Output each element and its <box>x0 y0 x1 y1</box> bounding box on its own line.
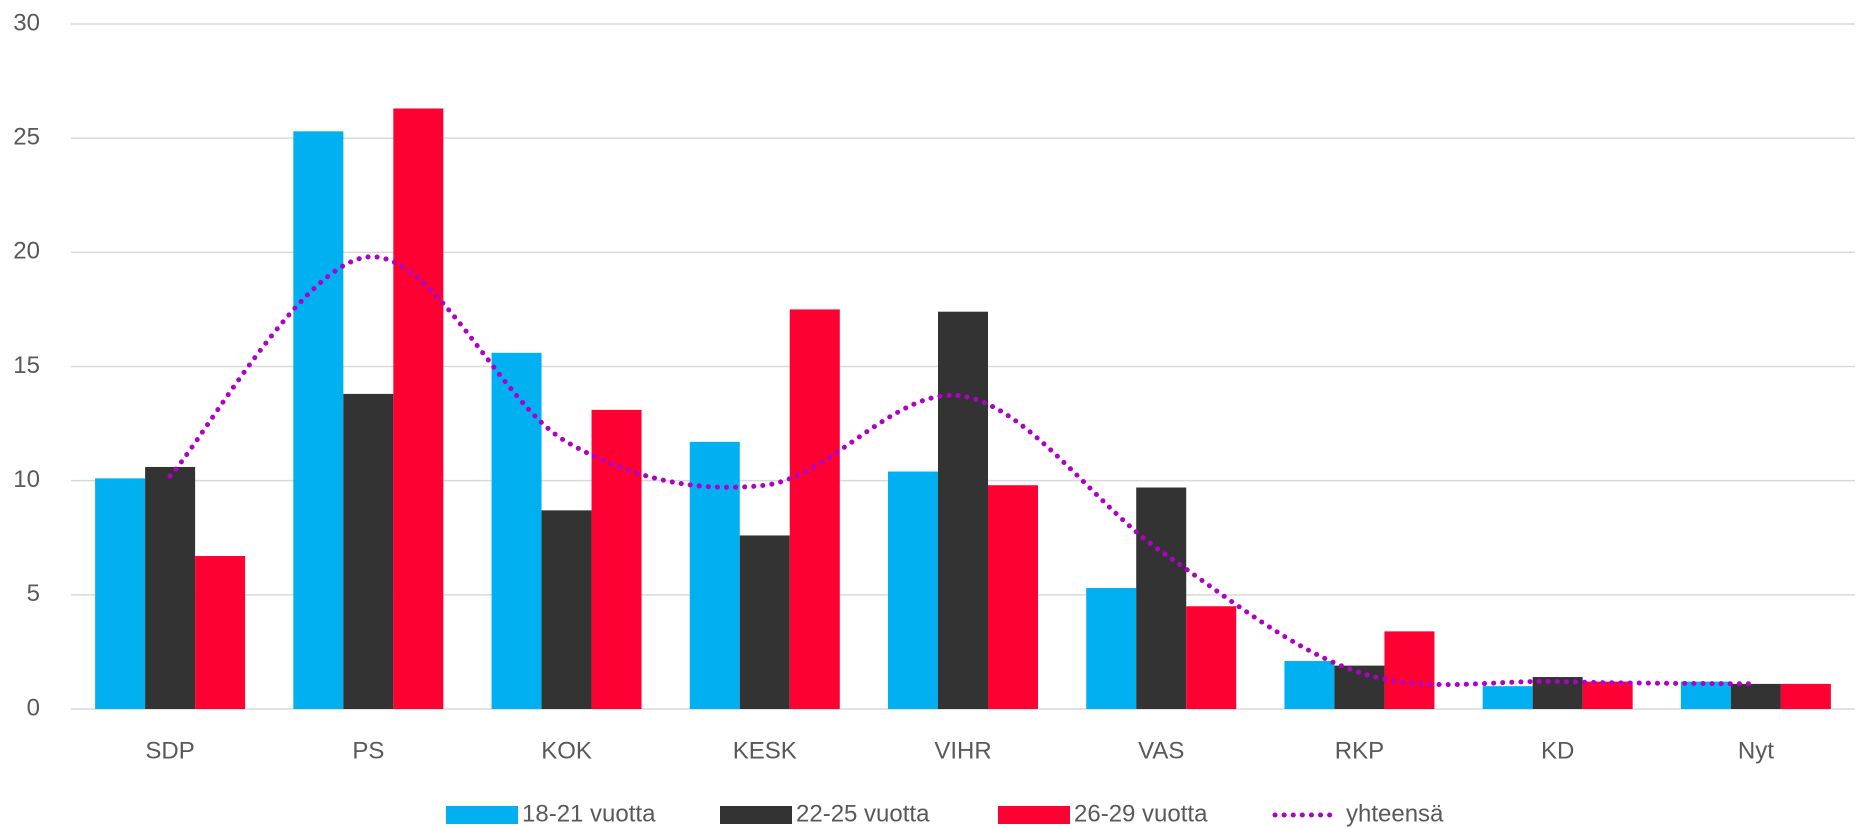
bar <box>888 471 938 709</box>
bar <box>1086 587 1137 709</box>
bar <box>95 478 146 709</box>
y-tick-label: 30 <box>13 9 40 36</box>
y-tick-label: 25 <box>13 124 40 151</box>
legend-label: 18-21 vuotta <box>522 800 656 827</box>
bar <box>343 393 394 709</box>
x-tick-label: VIHR <box>934 737 991 764</box>
bar <box>1482 686 1533 709</box>
bar <box>541 510 592 709</box>
bar <box>145 466 196 709</box>
bar <box>393 108 444 709</box>
bar <box>1284 661 1335 709</box>
x-tick-label: SDP <box>145 737 194 764</box>
bar <box>1186 606 1237 709</box>
bar <box>1136 487 1187 709</box>
legend-swatch <box>998 806 1070 824</box>
y-tick-label: 20 <box>13 238 40 265</box>
bar <box>1680 681 1731 709</box>
bar <box>591 409 642 709</box>
legend-label: 26-29 vuotta <box>1074 800 1208 827</box>
y-tick-label: 15 <box>13 352 40 379</box>
legend-swatch <box>446 806 518 824</box>
bar <box>689 441 740 709</box>
x-tick-label: PS <box>352 737 384 764</box>
bar <box>491 352 542 709</box>
bar <box>1384 631 1435 709</box>
bar <box>293 131 344 710</box>
bar <box>938 311 988 709</box>
legend-label: 22-25 vuotta <box>796 800 930 827</box>
bar <box>1780 683 1831 709</box>
bar <box>789 309 840 709</box>
bar <box>1582 681 1633 709</box>
y-tick-label: 0 <box>27 694 40 721</box>
x-tick-label: VAS <box>1138 737 1184 764</box>
y-tick-label: 5 <box>27 580 40 607</box>
bar <box>1730 683 1781 709</box>
x-tick-label: KOK <box>541 737 592 764</box>
x-tick-label: Nyt <box>1738 737 1774 764</box>
bar <box>739 535 790 709</box>
x-tick-label: RKP <box>1335 737 1384 764</box>
y-tick-label: 10 <box>13 466 40 493</box>
legend-swatch <box>720 806 792 824</box>
x-tick-label: KD <box>1541 737 1574 764</box>
bar <box>195 556 246 709</box>
line <box>167 254 1759 688</box>
x-tick-label: KESK <box>733 737 797 764</box>
bar <box>988 485 1038 709</box>
legend-label: yhteensä <box>1346 800 1444 827</box>
